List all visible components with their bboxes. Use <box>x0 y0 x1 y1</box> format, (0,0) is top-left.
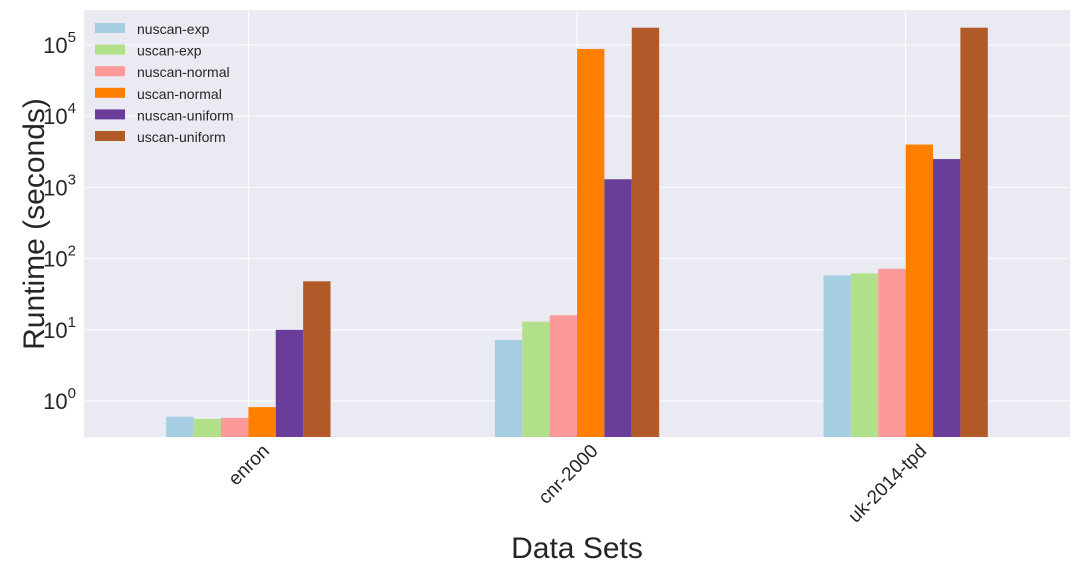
y-tick-label: 105 <box>43 29 76 58</box>
y-tick-label: 102 <box>43 243 76 272</box>
bar-nuscan-exp-uk-2014-tpd <box>823 275 851 437</box>
x-tick-label-enron: enron <box>225 441 274 490</box>
x-tick-label-uk-2014-tpd: uk-2014-tpd <box>845 441 932 528</box>
legend-label-nuscan-normal: nuscan-normal <box>137 64 230 80</box>
legend: nuscan-exp uscan-exp nuscan-normal uscan-no… <box>95 21 234 145</box>
bar-nuscan-exp-enron <box>166 416 194 437</box>
bar-uscan-exp-cnr-2000 <box>522 321 550 437</box>
y-tick-label: 101 <box>43 314 76 343</box>
bar-nuscan-exp-cnr-2000 <box>494 339 523 437</box>
bars <box>166 27 988 438</box>
bar-uscan-normal-enron <box>248 407 276 437</box>
legend-label-nuscan-exp: nuscan-exp <box>137 21 210 37</box>
y-axis-ticks: 100 101 102 103 104 105 <box>43 29 76 414</box>
bar-uscan-uniform-cnr-2000 <box>631 27 660 438</box>
bar-uscan-exp-enron <box>193 418 221 437</box>
legend-label-uscan-uniform: uscan-uniform <box>137 129 226 145</box>
bar-nuscan-uniform-enron <box>275 329 304 437</box>
bar-uscan-normal-uk-2014-tpd <box>905 144 934 437</box>
bar-nuscan-uniform-uk-2014-tpd <box>933 159 961 438</box>
bar-nuscan-normal-uk-2014-tpd <box>878 268 906 437</box>
legend-label-uscan-exp: uscan-exp <box>137 43 202 59</box>
x-axis-label: Data Sets <box>511 532 643 565</box>
bar-uscan-uniform-uk-2014-tpd <box>960 27 988 438</box>
legend-label-nuscan-uniform: nuscan-uniform <box>137 107 234 123</box>
legend-swatch-nuscan-normal <box>95 66 125 77</box>
legend-label-uscan-normal: uscan-normal <box>137 86 222 102</box>
bar-uscan-normal-cnr-2000 <box>577 48 605 438</box>
legend-swatch-nuscan-uniform <box>95 109 125 120</box>
y-tick-label: 104 <box>43 100 76 129</box>
legend-swatch-uscan-normal <box>95 87 125 98</box>
y-axis-label: Runtime (seconds) <box>18 98 51 350</box>
x-tick-label-cnr-2000: cnr-2000 <box>535 441 603 509</box>
bar-nuscan-normal-enron <box>220 417 249 437</box>
y-tick-label: 100 <box>43 385 76 414</box>
legend-swatch-uscan-uniform <box>95 131 125 141</box>
x-axis-ticks: enron cnr-2000 uk-2014-tpd <box>225 441 931 528</box>
y-tick-label: 103 <box>43 171 76 200</box>
bar-nuscan-uniform-cnr-2000 <box>604 179 632 437</box>
bar-nuscan-normal-cnr-2000 <box>549 315 577 437</box>
bar-uscan-exp-uk-2014-tpd <box>850 273 879 437</box>
legend-swatch-uscan-exp <box>95 44 125 55</box>
bar-uscan-uniform-enron <box>303 281 331 437</box>
legend-swatch-nuscan-exp <box>95 23 125 33</box>
